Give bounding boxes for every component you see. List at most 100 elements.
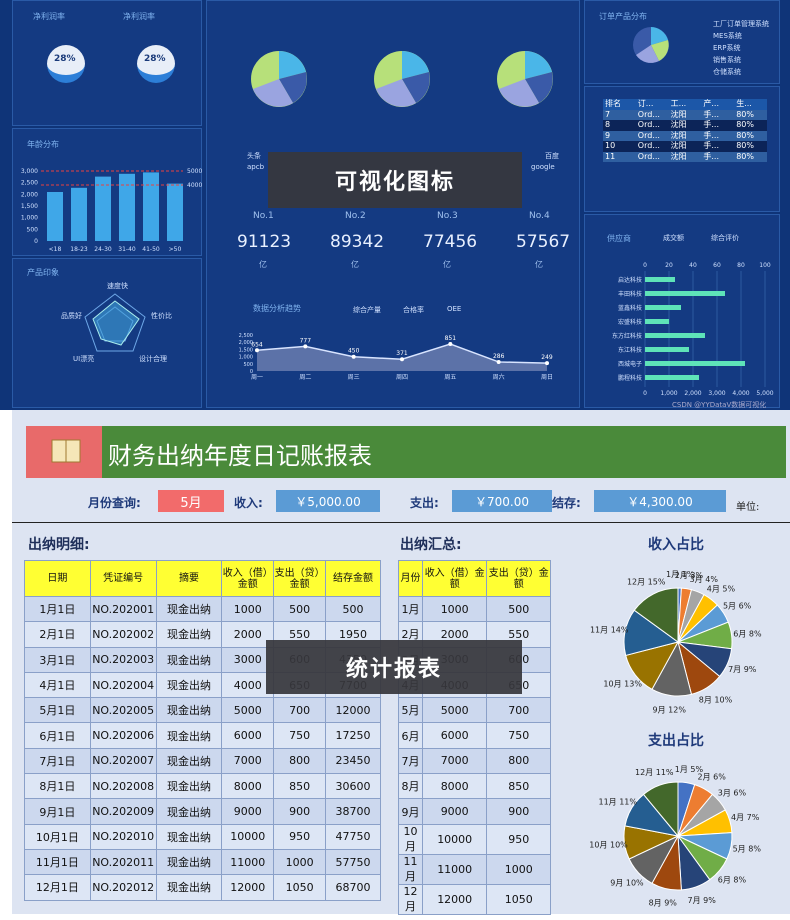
sup-label: 鹏程科技: [618, 374, 642, 382]
trend-x-tick: 周六: [493, 373, 505, 381]
trend-y-tick: 1,500: [239, 347, 253, 353]
detail-header: 支出（贷）金额: [273, 560, 327, 597]
trend-title: 数据分析趋势: [253, 304, 301, 313]
pie-label: 8月 9%: [649, 898, 678, 907]
detail-header: 凭证编号: [89, 560, 157, 597]
sup-x2-tick: 5,000: [756, 390, 773, 397]
rank-row: 8 Ord... 沈阳 手... 80%: [603, 120, 767, 131]
trend-label: 371: [396, 350, 408, 357]
sup-label: 西城电子: [618, 360, 642, 368]
trend-label: 777: [300, 337, 312, 344]
sup-x-tick: 80: [737, 262, 745, 269]
book-icon-box: [26, 426, 102, 478]
sup-label: 丰田科技: [618, 290, 642, 298]
sup-label: 东方红科技: [612, 332, 642, 340]
orders-pie: [633, 27, 669, 63]
rank-row: 10 Ord... 沈阳 手... 80%: [603, 141, 767, 152]
trend-point: [303, 344, 308, 349]
pie-slice: [633, 587, 679, 643]
detail-header: 结存金额: [325, 560, 381, 597]
rank-panel: 排名 订... 工... 产... 生... 7 Ord... 沈阳 手... 80% 8 Ord..…: [584, 86, 780, 212]
orders-title: 订单产品分布: [599, 12, 647, 21]
pie-label: 1月 5%: [675, 765, 704, 774]
age-x-tick: 31-40: [118, 246, 136, 253]
sup-x-tick: 40: [689, 262, 697, 269]
table-row: 9月 9000 900: [398, 798, 551, 825]
gauge-2: 28%: [137, 45, 175, 83]
age-x-tick: 18-23: [70, 246, 88, 253]
overlay-label-report: 统计报表: [266, 640, 522, 694]
book-icon: [51, 439, 81, 463]
unit-label: 单位:: [736, 502, 760, 513]
table-row: 8月 8000 850: [398, 773, 551, 800]
pie-label: 4月 5%: [707, 584, 736, 593]
age-y-tick: 2,500: [21, 180, 38, 187]
sup-bar: [645, 347, 689, 352]
pie-slice: [642, 781, 679, 838]
trend-y-tick: 1,000: [239, 355, 253, 361]
income-label: 收入:: [234, 496, 263, 510]
age-x-tick: 24-30: [94, 246, 112, 253]
summary-header: 支出（贷）金额: [486, 560, 551, 597]
table-row: 11月 11000 1000: [398, 853, 551, 885]
trend-label: 654: [251, 341, 263, 348]
age-y-tick: 3,000: [21, 168, 38, 175]
sup-bar: [645, 319, 669, 324]
rank-row: 7 Ord... 沈阳 手... 80%: [603, 109, 767, 120]
stat-value-3: 77456: [423, 232, 478, 252]
trend-y-tick: 2,000: [239, 340, 253, 346]
month-select[interactable]: 5月: [158, 490, 224, 512]
summary-table: 月份收入（借）金额支出（贷）金额1月10005002月20005503月3000…: [398, 560, 551, 915]
pie-label: 7月 9%: [728, 665, 757, 674]
stat-value-2: 89342: [330, 232, 385, 252]
table-row: 5月1日 NO.202005 现金出纳 5000 700 12000: [24, 697, 381, 724]
age-y-tick: 1,500: [21, 203, 38, 210]
trend-x-tick: 周四: [396, 374, 408, 381]
trend-y-tick: 2,500: [239, 333, 253, 339]
detail-title: 出纳明细:: [28, 537, 90, 553]
trend-x-tick: 周二: [299, 374, 311, 381]
age-title: 年龄分布: [27, 140, 59, 149]
sup-x-tick: 60: [713, 262, 721, 269]
rank-head: 排名 订... 工... 产... 生...: [603, 99, 767, 110]
summary-header: 月份: [398, 560, 423, 597]
pie-label: 4月 7%: [731, 813, 760, 822]
pie-label: 11月 11%: [598, 797, 637, 806]
sup-bar: [645, 375, 699, 380]
expense-value: ￥700.00: [452, 490, 552, 512]
pie-label: 8月 10%: [699, 695, 733, 704]
trend-y-tick: 500: [243, 362, 253, 368]
sup-x-tick: 0: [643, 262, 647, 269]
trend-area: [257, 344, 547, 371]
age-ref-label: 5000: [187, 168, 202, 175]
sup-x2-tick: 1,000: [660, 390, 677, 397]
pie-label: 2月 3%: [675, 571, 704, 580]
stat-value-1: 91123: [237, 232, 292, 252]
age-bar-chart: 0 500 1,000 1,500 2,000 2,500 3,000 <18 18-23 24-…: [21, 168, 203, 253]
pie-label: 9月 10%: [610, 879, 644, 888]
table-row: 11月1日 NO.202011 现金出纳 11000 1000 57750: [24, 848, 381, 876]
trend-label: 286: [493, 353, 505, 360]
table-row: 10月 10000 950: [398, 823, 551, 855]
pie-label: 6月 8%: [733, 629, 762, 638]
table-row: 6月 6000 750: [398, 722, 551, 749]
trend-label: 450: [348, 348, 360, 355]
trend-point: [496, 359, 501, 364]
age-bar: [143, 172, 159, 241]
supplier-bar-chart: 0 0 20 1,000 40 2,000 60 3,000 80 4,000 100 5,000 启达…: [612, 262, 774, 397]
rank-row: 11 Ord... 沈阳 手... 80%: [603, 151, 767, 162]
overlay-label-visual: 可视化图标: [268, 152, 522, 208]
report-title-bar: 财务出纳年度日记账报表: [26, 426, 786, 478]
sup-x2-tick: 4,000: [732, 390, 749, 397]
sup-label: 东江科技: [618, 346, 642, 354]
detail-header: 摘要: [155, 560, 223, 597]
pie-label: 2月 6%: [698, 772, 727, 781]
sup-x2-tick: 3,000: [708, 390, 725, 397]
expense-label: 支出:: [410, 496, 439, 510]
age-bar: [167, 183, 183, 241]
age-ref-label: 4000: [187, 182, 202, 189]
pie-label: 9月 12%: [653, 705, 687, 714]
trend-point: [351, 354, 356, 359]
table-row: 12月1日 NO.202012 现金出纳 12000 1050 68700: [24, 874, 381, 901]
pie-label: 3月 4%: [690, 575, 719, 584]
